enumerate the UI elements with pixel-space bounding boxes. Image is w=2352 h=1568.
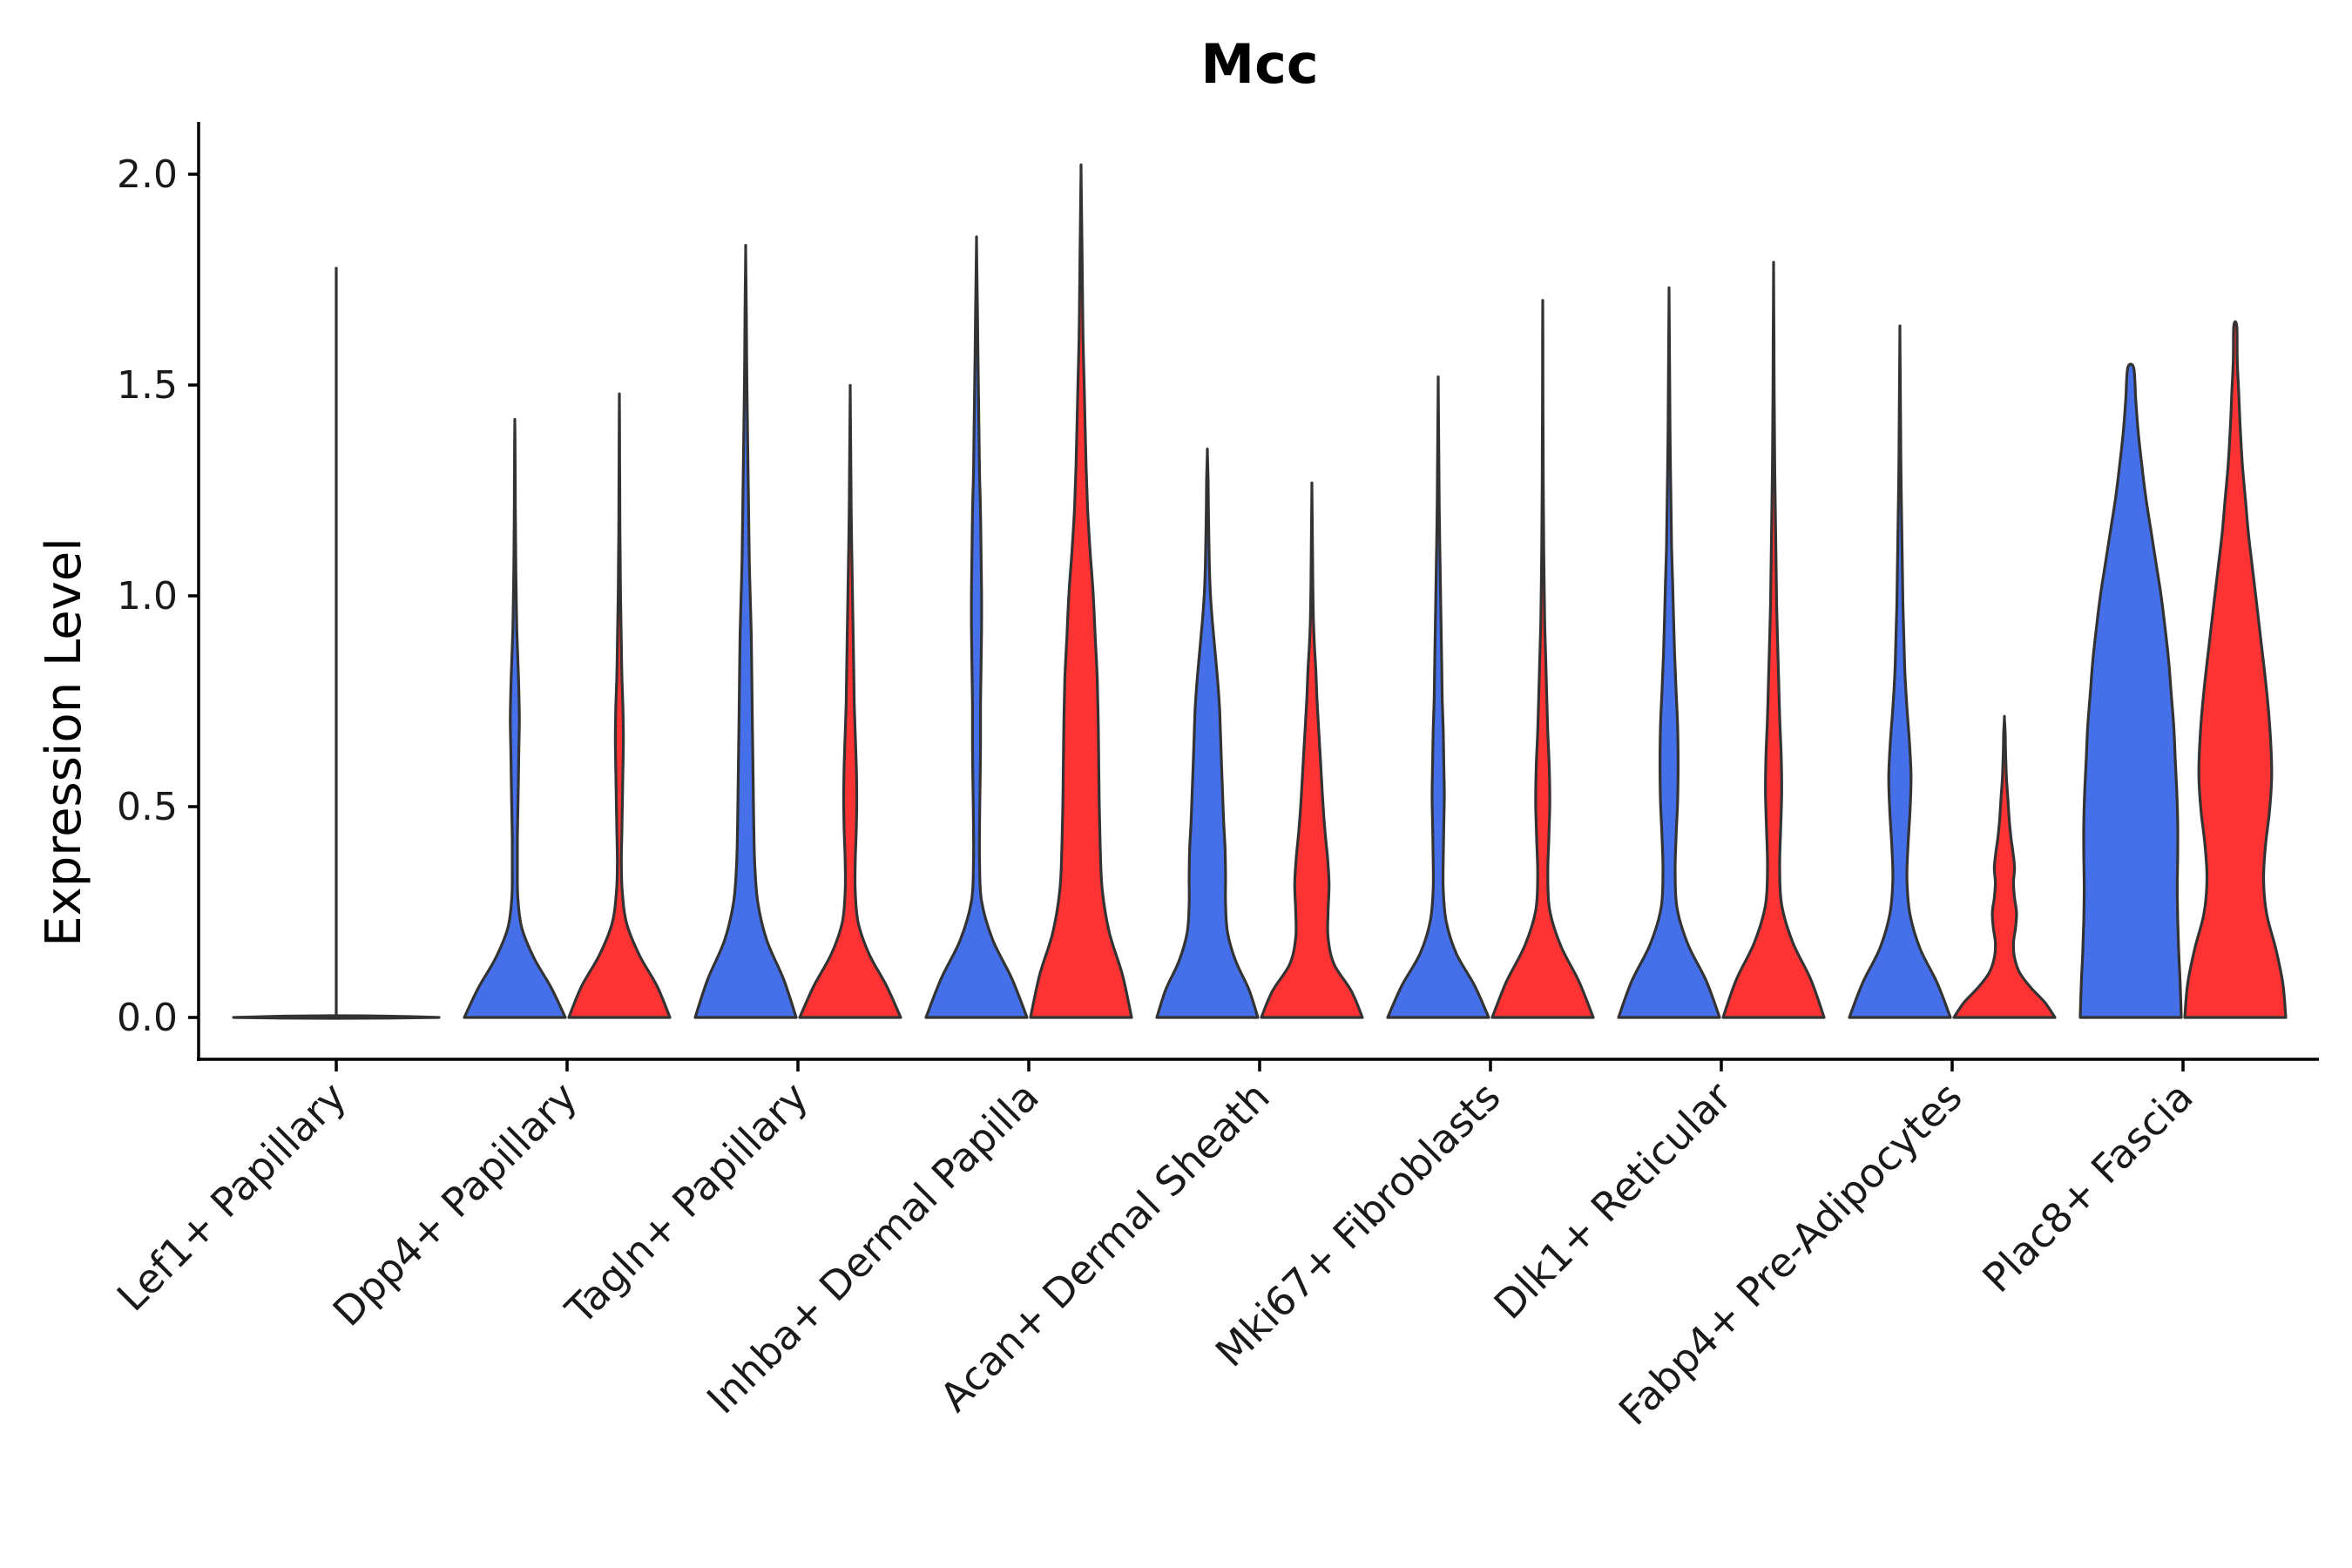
violin-blue: [1848, 324, 1952, 1019]
x-tick-label: Dlk1+ Reticular: [1485, 1073, 1740, 1328]
violin-red: [798, 383, 902, 1019]
violin-blue: [463, 417, 567, 1019]
y-ticks: 0.0 0.5 1.0 1.5 2.0: [117, 152, 199, 1040]
violin-red: [1490, 299, 1595, 1019]
violin-red: [1029, 163, 1133, 1019]
x-tick-label: Dpp4+ Papillary: [324, 1073, 586, 1335]
y-tick-label: 1.0: [117, 574, 178, 618]
y-tick-label: 0.0: [117, 996, 178, 1040]
x-tick-label: Tagln+ Papillary: [556, 1073, 817, 1335]
violin-blue: [2078, 362, 2183, 1019]
violin-red: [2183, 320, 2288, 1019]
violin-blue: [924, 235, 1029, 1019]
violin-blue: [1617, 286, 1721, 1019]
y-axis-label: Expression Level: [36, 537, 92, 947]
x-tick-label: Plac8+ Fascia: [1973, 1073, 2201, 1301]
chart-title: Mcc: [1200, 32, 1318, 96]
violin-red: [1952, 714, 2057, 1019]
x-tick-label: Lef1+ Papillary: [108, 1073, 355, 1321]
violin-blue: [693, 244, 798, 1019]
violin-group: [232, 163, 2288, 1020]
y-tick-label: 2.0: [117, 152, 178, 197]
violin-blue: [1155, 447, 1260, 1019]
violin-red: [1721, 260, 1826, 1019]
axes: [197, 122, 2319, 1061]
violin-red: [1260, 481, 1364, 1019]
y-tick-label: 1.5: [117, 363, 178, 408]
violin-blue: [1386, 375, 1490, 1019]
y-tick-label: 0.5: [117, 785, 178, 829]
violin-red: [567, 392, 672, 1019]
